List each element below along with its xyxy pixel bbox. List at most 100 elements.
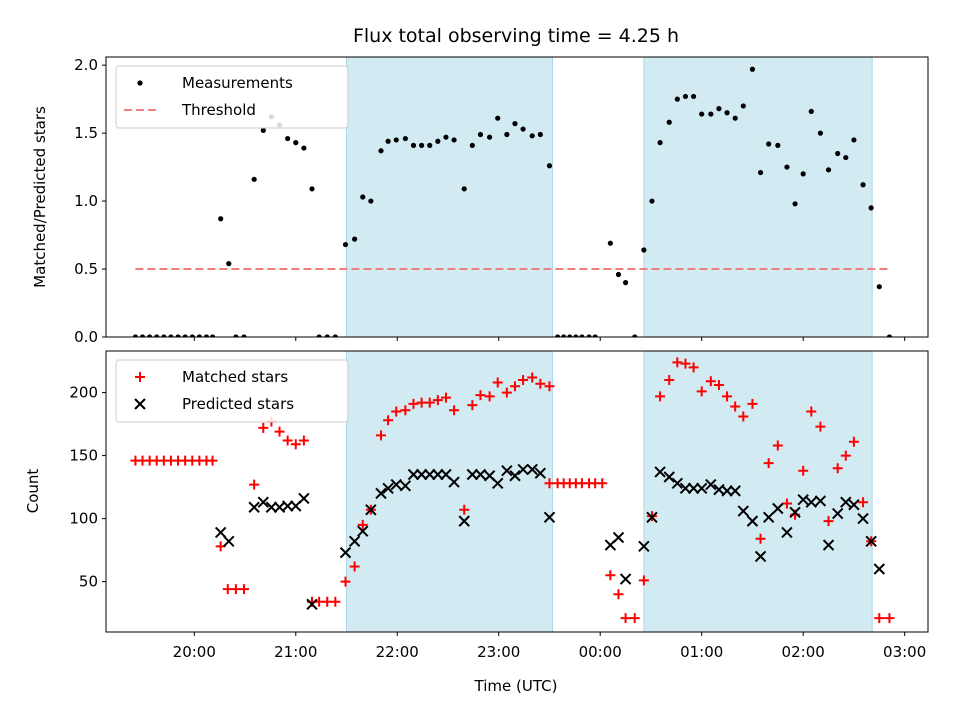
measurements-point-24 xyxy=(316,334,322,337)
measurements-point-14 xyxy=(233,334,239,337)
predicted-stars-point-18 xyxy=(407,468,420,481)
matched-stars-point-46 xyxy=(501,387,512,398)
measurements-point-11 xyxy=(209,334,216,337)
predicted-stars-point-1 xyxy=(223,535,235,547)
matched-stars-point-35 xyxy=(408,398,419,409)
matched-stars-point-48 xyxy=(518,374,529,385)
predicted-stars-point-16 xyxy=(390,478,402,491)
top-panel: 0.00.51.01.52.0 Matched/Predicted stars … xyxy=(31,56,929,346)
predicted-stars-point-63 xyxy=(848,499,860,511)
measurements-point-49 xyxy=(529,133,535,139)
measurements-point-12 xyxy=(218,216,224,222)
measurements-point-81 xyxy=(792,201,798,207)
measurements-point-86 xyxy=(835,150,841,157)
measurements-point-33 xyxy=(393,137,399,143)
measurements-point-82 xyxy=(800,171,806,177)
predicted-stars-point-21 xyxy=(432,468,444,481)
predicted-stars-point-39 xyxy=(646,511,658,524)
measurements-point-87 xyxy=(843,154,849,161)
measurements-point-41 xyxy=(461,186,467,192)
x-tick-label-5: 01:00 xyxy=(680,643,723,661)
legend-marker-measurements xyxy=(137,80,143,86)
matched-stars-point-89 xyxy=(840,450,851,461)
measurements-point-26 xyxy=(332,334,338,337)
bottom-legend-box xyxy=(115,359,349,423)
measurements-point-29 xyxy=(360,194,366,200)
measurements-point-69 xyxy=(690,93,697,100)
measurements-point-78 xyxy=(766,141,772,147)
matched-stars-point-86 xyxy=(815,421,826,432)
measurements-point-77 xyxy=(757,169,764,176)
matched-stars-point-76 xyxy=(730,401,741,412)
x-tick-label-6: 02:00 xyxy=(782,643,825,661)
measurements-point-91 xyxy=(876,284,882,290)
matched-stars-point-19 xyxy=(274,426,285,437)
matched-stars-point-82 xyxy=(781,498,792,509)
legend-label-predicted-stars: Predicted stars xyxy=(182,395,294,413)
measurements-point-15 xyxy=(241,334,247,337)
predicted-stars-point-48 xyxy=(721,485,733,497)
measurements-point-85 xyxy=(825,167,832,173)
predicted-stars-point-32 xyxy=(526,463,538,476)
predicted-stars-point-2 xyxy=(248,501,260,513)
measurements-point-63 xyxy=(641,247,647,253)
top-y-tick-label-2: 1.0 xyxy=(74,192,98,210)
matched-stars-point-69 xyxy=(672,357,683,368)
predicted-stars-point-41 xyxy=(663,471,675,483)
measurements-point-39 xyxy=(443,134,449,140)
predicted-stars-point-49 xyxy=(729,485,741,497)
bottom-panel: 20:00 21:00 22:00 23:00 00:00 01:00 02:00 03:00… xyxy=(24,350,929,661)
predicted-stars-point-44 xyxy=(687,482,700,495)
measurements-point-58 xyxy=(592,334,598,337)
measurements-point-34 xyxy=(402,135,408,142)
matched-stars-point-68 xyxy=(664,374,675,385)
predicted-stars-point-57 xyxy=(797,493,809,506)
matched-stars-point-80 xyxy=(763,458,774,469)
predicted-stars-point-23 xyxy=(448,476,460,488)
measurements-point-70 xyxy=(699,111,705,117)
measurements-point-17 xyxy=(260,127,266,133)
measurements-point-64 xyxy=(649,198,655,204)
measurements-point-62 xyxy=(632,334,638,337)
predicted-stars-point-62 xyxy=(840,496,852,508)
matched-stars-point-71 xyxy=(688,362,699,373)
measurements-point-6 xyxy=(175,334,181,337)
measurements-point-54 xyxy=(567,334,573,337)
measurements-point-35 xyxy=(410,142,417,148)
predicted-stars-point-28 xyxy=(492,477,504,490)
measurements-point-3 xyxy=(154,334,160,337)
predicted-stars-point-33 xyxy=(534,467,547,479)
measurements-point-76 xyxy=(749,66,756,72)
legend-label-measurements: Measurements xyxy=(182,74,293,92)
matched-stars-point-43 xyxy=(475,390,486,401)
predicted-stars-point-0 xyxy=(214,526,227,539)
measurements-point-7 xyxy=(182,334,188,337)
measurements-point-37 xyxy=(427,142,433,148)
measurements-point-80 xyxy=(784,164,790,170)
matched-stars-point-73 xyxy=(705,376,716,387)
matched-stars-point-29 xyxy=(357,519,368,530)
measurements-point-4 xyxy=(161,334,167,337)
matched-stars-point-61 xyxy=(605,570,616,581)
matched-stars-point-40 xyxy=(449,405,460,416)
measurements-point-51 xyxy=(546,163,553,169)
matched-stars-point-17 xyxy=(258,422,269,433)
matched-stars-point-45 xyxy=(492,377,503,388)
matched-stars-point-62 xyxy=(613,589,624,600)
top-shaded-interval-1 xyxy=(643,57,873,337)
matched-stars-point-84 xyxy=(798,465,809,476)
predicted-stars-point-59 xyxy=(814,495,827,507)
predicted-stars-point-55 xyxy=(781,526,793,539)
predicted-stars-point-52 xyxy=(754,550,767,563)
measurements-point-89 xyxy=(860,182,866,188)
measurements-point-25 xyxy=(324,334,330,337)
matched-stars-point-26 xyxy=(330,596,341,607)
predicted-stars-point-10 xyxy=(339,546,352,559)
measurements-point-32 xyxy=(385,138,391,144)
predicted-stars-point-17 xyxy=(399,480,412,492)
predicted-stars-point-61 xyxy=(831,507,844,520)
legend-marker-matched-stars xyxy=(135,372,145,382)
measurements-point-72 xyxy=(716,106,722,112)
predicted-stars-point-19 xyxy=(415,468,428,481)
bottom-panel-frame xyxy=(105,350,929,633)
